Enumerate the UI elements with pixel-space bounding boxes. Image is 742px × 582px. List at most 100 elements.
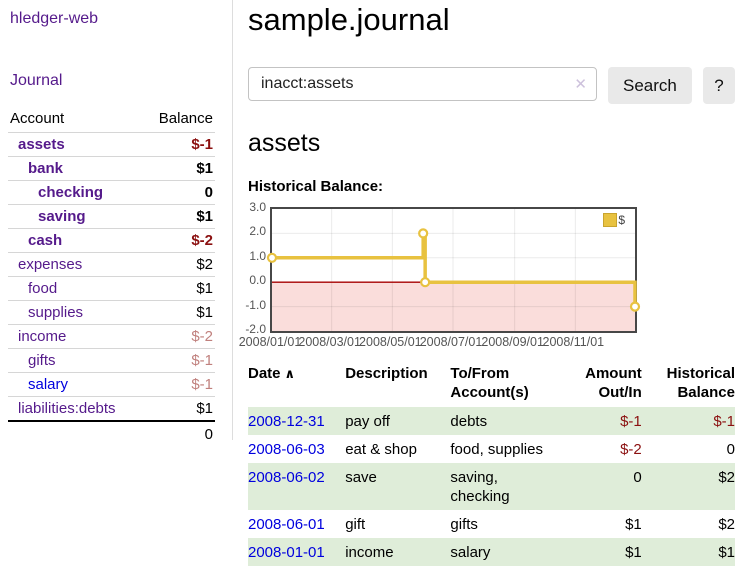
account-name-cell: food — [8, 277, 140, 301]
account-name-cell: checking — [8, 181, 140, 205]
accounts-total-row: 0 — [8, 421, 215, 446]
y-axis-tick-label: 2.0 — [249, 224, 266, 239]
register-date-cell: 2008-06-01 — [248, 510, 345, 538]
y-axis-tick-label: -2.0 — [245, 322, 266, 336]
register-column-header[interactable]: Date ∧ — [248, 365, 296, 382]
register-table-body: 2008-12-31 pay off debts $-1 $-1 2008-06-03 ea… — [248, 407, 735, 566]
sort-ascending-icon: ∧ — [284, 366, 296, 381]
sidebar-item-journal[interactable]: Journal — [10, 72, 63, 89]
accounts-total-balance: 0 — [204, 426, 213, 443]
register-column-header: To/From Account(s) — [450, 365, 529, 401]
y-axis-tick-label: 0.0 — [249, 273, 266, 288]
account-link[interactable]: assets — [18, 136, 65, 153]
register-amount-cell: 0 — [633, 469, 642, 486]
register-accounts-cell: saving, checking — [450, 469, 510, 505]
account-balance: $1 — [196, 304, 213, 321]
account-name-cell: assets — [8, 133, 140, 157]
account-column-header: Account — [10, 110, 65, 127]
register-column-header: Historical Balance — [666, 365, 735, 401]
account-link[interactable]: bank — [28, 160, 64, 177]
register-date-cell: 2008-06-03 — [248, 435, 345, 463]
chart-plot-area: $ — [266, 207, 641, 333]
account-balance: $-1 — [191, 352, 213, 369]
register-column-header: Description — [345, 365, 428, 382]
sidebar: hledger-web Journal Account Balance asse… — [0, 0, 233, 443]
account-row: checking 0 — [8, 181, 215, 205]
help-button[interactable]: ? — [702, 67, 735, 104]
balance-column-header: Balance — [158, 110, 213, 127]
account-balance: 0 — [204, 184, 213, 201]
account-link[interactable]: saving — [38, 208, 86, 225]
account-link[interactable]: liabilities:debts — [18, 400, 116, 417]
y-axis-tick-label: 1.0 — [249, 248, 266, 263]
chart-legend: $ — [601, 212, 627, 228]
account-link[interactable]: checking — [38, 184, 104, 201]
account-link[interactable]: income — [18, 328, 67, 345]
accounts-table-body: assets $-1 bank $1 checking 0 saving $1 cash $-2 e… — [8, 133, 215, 422]
register-row: 2008-06-02 save saving, checking 0 $2 — [248, 463, 735, 510]
register-header-row: Date ∧ Description To/From Account(s) Amount… — [248, 362, 735, 407]
register-column-header: Amount Out/In — [585, 365, 642, 401]
account-link[interactable]: salary — [28, 376, 69, 393]
account-name-cell: cash — [8, 229, 140, 253]
page-title: sample.journal — [248, 2, 450, 37]
register-amount-cell: $1 — [625, 544, 642, 561]
transaction-date-link[interactable]: 2008-01-01 — [248, 544, 325, 561]
account-link[interactable]: gifts — [28, 352, 56, 369]
transaction-date-link[interactable]: 2008-12-31 — [248, 413, 325, 430]
search-input[interactable] — [248, 67, 597, 101]
search-button[interactable]: Search — [608, 67, 692, 104]
accounts-table-header-row: Account Balance — [8, 106, 215, 133]
account-link[interactable]: expenses — [18, 256, 83, 273]
account-balance: $-1 — [191, 136, 213, 153]
account-balance: $1 — [196, 160, 213, 177]
register-date-cell: 2008-12-31 — [248, 407, 345, 435]
register-description-cell: gift — [345, 516, 366, 533]
account-balance: $1 — [196, 208, 213, 225]
account-name-cell: saving — [8, 205, 140, 229]
register-accounts-cell: gifts — [450, 516, 478, 533]
account-row: liabilities:debts $1 — [8, 397, 215, 422]
account-name-cell: supplies — [8, 301, 140, 325]
x-axis-tick-label: 2008/11/01 — [542, 335, 605, 349]
register-amount-cell: $1 — [625, 516, 642, 533]
x-axis-tick-label: 2008/03/01 — [298, 335, 361, 349]
transaction-date-link[interactable]: 2008-06-03 — [248, 441, 325, 458]
account-balance: $2 — [196, 256, 213, 273]
register-row: 2008-06-03 eat & shop food, supplies $-2 0 — [248, 435, 735, 463]
account-row: bank $1 — [8, 157, 215, 181]
register-description-cell: income — [345, 544, 394, 561]
account-row: gifts $-1 — [8, 349, 215, 373]
balance-chart-svg — [266, 209, 641, 331]
account-link[interactable]: supplies — [28, 304, 84, 321]
app-title-link[interactable]: hledger-web — [10, 10, 99, 27]
transaction-date-link[interactable]: 2008-06-02 — [248, 469, 325, 486]
account-link[interactable]: cash — [28, 232, 63, 249]
register-accounts-cell: food, supplies — [450, 441, 543, 458]
clear-search-icon[interactable]: ✕ — [574, 76, 587, 93]
account-balance: $-2 — [191, 232, 213, 249]
x-axis-tick-label: 2008/05/01 — [359, 335, 422, 349]
account-name-cell: liabilities:debts — [8, 397, 140, 422]
register-balance-cell: 0 — [726, 441, 735, 458]
account-heading: assets — [248, 129, 321, 157]
register-row: 2008-01-01 income salary $1 $1 — [248, 538, 735, 566]
register-accounts-cell: salary — [450, 544, 491, 561]
legend-series-label: $ — [618, 213, 625, 227]
historical-balance-chart: $ 3.0 2.0 1.0 0.0 -1.0 -2.0 2008/01/01 2008/03/… — [239, 200, 735, 353]
register-balance-cell: $2 — [718, 469, 735, 486]
account-row: salary $-1 — [8, 373, 215, 397]
legend-swatch-icon — [603, 213, 618, 227]
register-amount-cell: $-2 — [620, 441, 642, 458]
register-date-cell: 2008-01-01 — [248, 538, 345, 566]
x-axis-tick-label: 2008/01/01 — [238, 335, 302, 349]
x-axis-tick-label: 2008/07/01 — [419, 335, 483, 349]
register-description-cell: pay off — [345, 413, 390, 430]
account-link[interactable]: food — [28, 280, 58, 297]
register-accounts-cell: debts — [450, 413, 488, 430]
transaction-date-link[interactable]: 2008-06-01 — [248, 516, 325, 533]
register-date-cell: 2008-06-02 — [248, 463, 345, 510]
y-axis-tick-label: -1.0 — [245, 297, 266, 312]
register-balance-cell: $-1 — [713, 413, 735, 430]
